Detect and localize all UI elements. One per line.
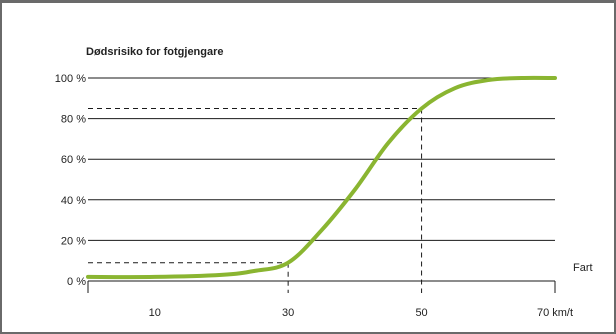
x-tick-label-50: 50 [415,307,427,319]
death-risk-chart: Dødsrisiko for fotgjengare 10 30 50 70 km/t… [55,46,593,319]
y-tick-label-100: 100 % [55,73,86,85]
series-line-0 [86,75,557,280]
y-tick-label-0: 0 % [67,276,86,288]
x-tick-label-30: 30 [282,307,294,319]
y-tick-label-40: 40 % [61,195,86,207]
reference-lines [88,107,423,293]
y-tick-label-20: 20 % [61,235,86,247]
chart-title: Dødsrisiko for fotgjengare [86,46,224,58]
grid-lines [88,77,555,241]
x-axis: 10 30 50 70 km/t [87,280,573,319]
series-group [86,75,557,280]
x-tick-label-70: 70 km/t [537,307,573,319]
y-tick-label-80: 80 % [61,114,86,126]
x-axis-label: Fart [573,262,593,274]
x-tick-label-10: 10 [149,307,161,319]
y-axis: 0 % 20 % 40 % 60 % 80 % 100 % [55,73,86,288]
y-tick-label-60: 60 % [61,154,86,166]
